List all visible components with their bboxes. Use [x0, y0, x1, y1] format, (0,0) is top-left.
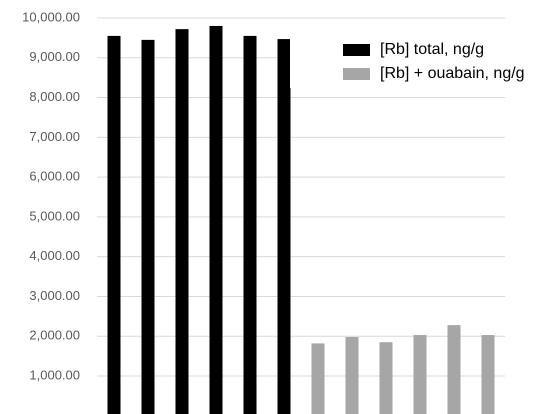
- legend-background: [290, 30, 556, 88]
- y-tick-label: 7,000.00: [29, 129, 80, 144]
- bar: [107, 35, 121, 414]
- y-tick-label: 6,000.00: [29, 169, 80, 184]
- y-tick-label: 4,000.00: [29, 248, 80, 263]
- bar: [175, 29, 189, 414]
- bar: [243, 35, 257, 414]
- bar: [277, 39, 291, 414]
- bar: [141, 39, 155, 414]
- bar: [379, 342, 393, 414]
- y-tick-label: 9,000.00: [29, 49, 80, 64]
- bar: [481, 335, 495, 414]
- y-tick-label: 8,000.00: [29, 89, 80, 104]
- bar: [311, 343, 325, 414]
- legend-swatch: [343, 44, 370, 56]
- y-tick-label: 3,000.00: [29, 288, 80, 303]
- bar: [345, 337, 359, 414]
- y-tick-label: 5,000.00: [29, 208, 80, 223]
- bar: [447, 325, 461, 414]
- y-tick-label: 2,000.00: [29, 328, 80, 343]
- legend-label: [Rb] total, ng/g: [380, 41, 484, 58]
- legend-label: [Rb] + ouabain, ng/g: [380, 65, 525, 82]
- bar: [209, 25, 223, 414]
- legend-swatch: [343, 68, 370, 80]
- y-tick-label: 1,000.00: [29, 367, 80, 382]
- y-tick-label: 10,000.00: [22, 9, 80, 24]
- bar: [413, 335, 427, 414]
